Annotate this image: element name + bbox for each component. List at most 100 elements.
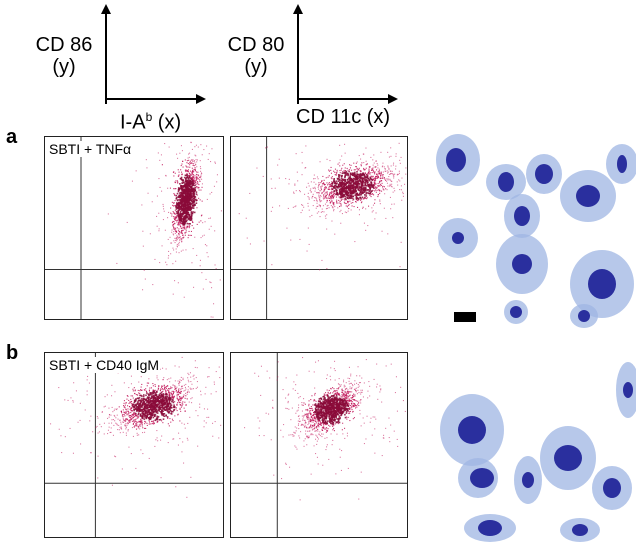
event-dot (368, 205, 370, 207)
event-dot (326, 437, 328, 439)
event-dot (318, 204, 320, 206)
event-dot (165, 261, 167, 263)
event-dot (319, 397, 322, 400)
event-dot (386, 180, 388, 182)
event-dot (335, 191, 338, 193)
event-dot (127, 429, 129, 431)
event-dot (181, 385, 183, 387)
event-dot (318, 195, 320, 197)
event-dot (334, 410, 336, 413)
event-dot (172, 263, 174, 265)
event-dot (350, 202, 352, 204)
event-dot (185, 177, 187, 180)
event-dot (339, 410, 342, 413)
event-dot (322, 183, 324, 185)
event-dot (354, 241, 356, 243)
event-dot (214, 162, 216, 164)
event-dot (186, 391, 188, 393)
event-dot (304, 425, 306, 427)
event-dot (192, 181, 194, 183)
event-dot (180, 390, 182, 392)
event-dot (392, 164, 394, 166)
event-dot (125, 419, 127, 421)
event-dot (178, 228, 180, 230)
event-dot (282, 389, 284, 391)
event-dot (305, 422, 307, 424)
event-dot (143, 394, 145, 396)
event-dot (144, 402, 147, 405)
event-dot (334, 171, 336, 173)
event-dot (246, 237, 248, 239)
event-dot (161, 400, 163, 403)
event-dot (187, 187, 189, 189)
event-dot (316, 430, 318, 432)
event-dot (271, 187, 273, 189)
event-dot (152, 407, 154, 410)
event-dot (394, 173, 396, 175)
event-dot (179, 215, 181, 217)
event-dot (344, 396, 346, 398)
event-dot (145, 410, 147, 413)
event-dot (361, 180, 363, 183)
event-dot (354, 191, 356, 194)
event-dot (388, 169, 390, 171)
event-dot (196, 381, 198, 383)
event-dot (201, 214, 203, 216)
event-dot (178, 189, 181, 191)
event-dot (173, 231, 175, 233)
event-dot (179, 183, 181, 185)
event-dot (135, 467, 137, 469)
event-dot (172, 293, 174, 295)
event-dot (336, 171, 338, 173)
event-dot (196, 177, 198, 179)
event-dot (344, 180, 346, 183)
event-dot (142, 427, 144, 429)
event-dot (178, 252, 180, 254)
event-dot (149, 423, 151, 425)
event-dot (191, 262, 193, 264)
event-dot (189, 209, 191, 211)
plot-a-left: SBTI + TNFα (44, 136, 224, 320)
event-dot (191, 220, 193, 222)
event-dot (179, 420, 181, 422)
event-dot (368, 381, 370, 383)
event-dot (169, 405, 172, 407)
event-dot (187, 178, 190, 180)
event-dot (323, 410, 325, 412)
event-dot (363, 222, 365, 224)
event-dot (215, 371, 217, 373)
event-dot (344, 179, 347, 181)
event-dot (405, 167, 407, 169)
event-dot (186, 200, 188, 203)
event-dot (349, 378, 351, 380)
event-dot (315, 420, 317, 422)
event-dot (391, 186, 393, 188)
event-dot (209, 193, 211, 195)
event-dot (358, 183, 360, 185)
event-dot (172, 384, 174, 386)
event-dot (349, 179, 352, 182)
event-dot (360, 177, 363, 180)
event-dot (360, 399, 362, 401)
event-dot (165, 415, 167, 417)
event-dot (351, 178, 353, 181)
event-dot (178, 214, 180, 216)
event-dot (179, 200, 182, 203)
event-dot (111, 419, 113, 421)
event-dot (165, 395, 167, 398)
event-dot (141, 422, 143, 424)
event-dot (198, 184, 200, 186)
event-dot (350, 172, 352, 174)
event-dot (308, 435, 310, 437)
event-dot (180, 380, 182, 382)
event-dot (343, 178, 345, 181)
event-dot (345, 170, 348, 173)
scatter-a-left (45, 137, 223, 319)
event-dot (376, 169, 378, 171)
event-dot (195, 191, 198, 193)
event-dot (364, 169, 366, 171)
event-dot (315, 197, 317, 199)
event-dot (159, 407, 162, 409)
event-dot (333, 396, 336, 399)
event-dot (77, 421, 79, 423)
